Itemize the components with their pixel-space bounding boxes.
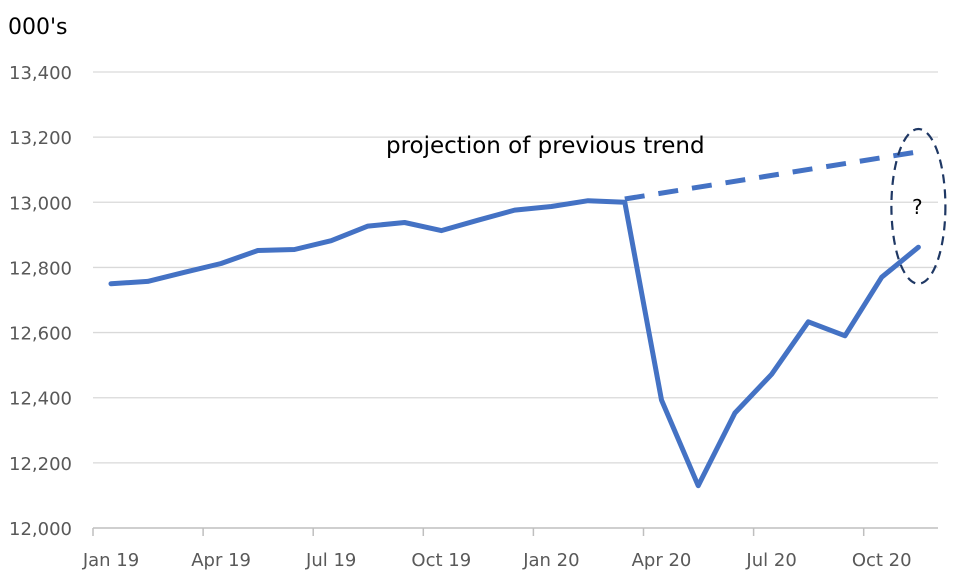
x-axis-ticks xyxy=(92,528,865,536)
x-tick-label: Jul 20 xyxy=(745,550,796,571)
x-tick-label: Jan 19 xyxy=(82,550,139,571)
x-tick-label: Jul 19 xyxy=(305,550,356,571)
y-axis-unit-label: 000's xyxy=(8,15,68,40)
y-tick-label: 12,000 xyxy=(9,519,72,540)
question-mark-annotation: ? xyxy=(912,195,923,219)
projection-annotation: projection of previous trend xyxy=(386,133,705,159)
gridlines xyxy=(93,71,938,464)
highlight-ellipse xyxy=(890,127,947,285)
x-tick-label: Oct 19 xyxy=(411,550,471,571)
x-axis-tick-labels: Jan 19 Apr 19 Jul 19 Oct 19 Jan 20 Apr 20 Jul … xyxy=(82,550,912,571)
x-tick-label: Apr 19 xyxy=(191,550,251,571)
x-tick-label: Apr 20 xyxy=(632,550,692,571)
series-lines xyxy=(108,149,921,489)
x-tick-label: Jan 20 xyxy=(522,550,579,571)
y-tick-label: 12,600 xyxy=(9,324,72,345)
y-tick-label: 13,400 xyxy=(9,63,72,84)
y-tick-label: 12,200 xyxy=(9,454,72,475)
y-tick-label: 12,400 xyxy=(9,389,72,410)
x-tick-label: Oct 20 xyxy=(852,550,912,571)
y-tick-label: 12,800 xyxy=(9,258,72,279)
projection-line xyxy=(624,149,919,202)
employment-line xyxy=(108,198,921,489)
y-axis-tick-labels: 12,000 12,200 12,400 12,600 12,800 13,000 13,2… xyxy=(9,63,72,540)
y-tick-label: 13,000 xyxy=(9,193,72,214)
y-tick-label: 13,200 xyxy=(9,128,72,149)
